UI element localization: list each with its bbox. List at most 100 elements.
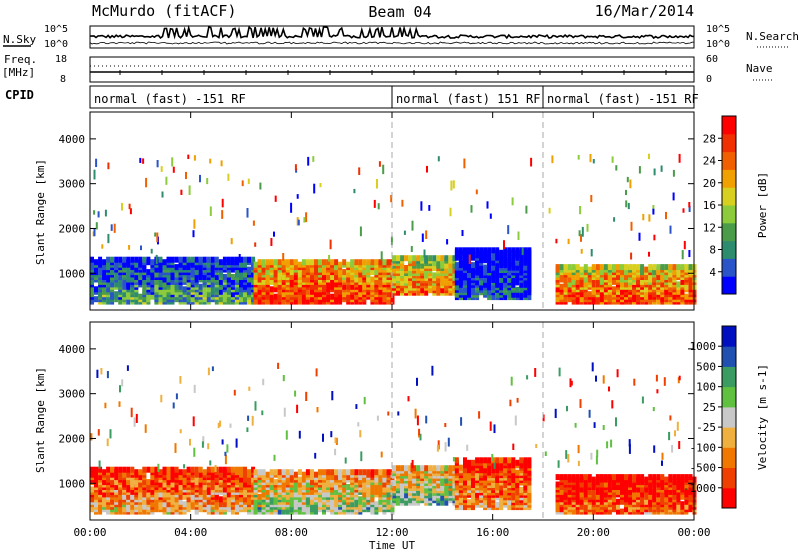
heatmap-cell (118, 466, 123, 473)
heatmap-cell (118, 501, 123, 508)
heatmap-cell (186, 466, 191, 473)
heatmap-cell (246, 427, 249, 433)
heatmap-cell (636, 278, 641, 285)
heatmap-cell (608, 386, 610, 392)
colorbar-tick-label: 1000 (690, 340, 717, 353)
heatmap-cell (366, 469, 371, 476)
heatmap-cell (440, 465, 445, 472)
heatmap-cell (162, 291, 167, 298)
heatmap-cell (122, 278, 127, 285)
heatmap-cell (221, 210, 224, 219)
heatmap-cell (615, 165, 618, 171)
heatmap-cell (126, 256, 131, 263)
heatmap-cell (97, 429, 100, 436)
heatmap-cell (660, 264, 665, 271)
heatmap-cell (640, 474, 645, 481)
heatmap-cell (616, 498, 620, 505)
heatmap-cell (261, 410, 264, 416)
heatmap-cell (362, 469, 367, 476)
heatmap-cell (162, 466, 167, 473)
heatmap-cell (298, 430, 301, 439)
heatmap-cell (688, 474, 693, 481)
heatmap-cell (424, 255, 429, 262)
nave-top-tick: 60 (706, 54, 718, 65)
heatmap-cell (458, 257, 463, 264)
heatmap-cell (444, 499, 449, 506)
heatmap-cell (334, 493, 339, 500)
heatmap-cell (676, 264, 681, 271)
heatmap-cell (603, 481, 608, 488)
heatmap-cell (672, 269, 677, 276)
heatmap-cell (587, 481, 592, 488)
heatmap-cell (495, 501, 500, 508)
heatmap-cell (632, 293, 637, 300)
heatmap-cell (587, 503, 592, 510)
heatmap-cell (653, 168, 656, 176)
heatmap-cell (222, 264, 227, 271)
heatmap-cell (222, 274, 227, 280)
heatmap-cell (495, 457, 500, 464)
heatmap-cell (350, 501, 355, 508)
heatmap-cell (626, 176, 629, 183)
heatmap-cell (586, 223, 589, 232)
heatmap-cell (410, 246, 413, 253)
colorbar-tick-label: 100 (696, 381, 716, 394)
colorbar-tick-label: 4 (709, 266, 716, 279)
heatmap-cell (113, 223, 116, 233)
heatmap-cell (199, 174, 201, 183)
heatmap-cell (436, 260, 441, 267)
heatmap-cell (475, 474, 480, 481)
heatmap-cell (652, 264, 657, 271)
heatmap-cell (401, 199, 404, 207)
heatmap-cell (507, 457, 512, 464)
heatmap-cell (330, 431, 333, 438)
heatmap-cell (567, 264, 572, 271)
heatmap-cell (648, 474, 653, 481)
heatmap-cell (265, 264, 270, 271)
heatmap-cell (414, 408, 417, 419)
heatmap-cell (636, 474, 641, 481)
heatmap-cell (688, 276, 693, 283)
heatmap-cell (418, 433, 421, 438)
heatmap-cell (603, 264, 608, 271)
heatmap-cell (247, 178, 250, 185)
heatmap-cell (211, 366, 214, 372)
heatmap-cell (491, 467, 496, 474)
heatmap-cell (660, 474, 665, 481)
heatmap-cell (648, 283, 653, 290)
heatmap-cell (615, 417, 617, 427)
heatmap-cell (559, 474, 564, 481)
heatmap-cell (209, 460, 212, 466)
colorbar-tick-label: 500 (696, 360, 716, 373)
heatmap-cell (447, 437, 450, 447)
heatmap-cell (382, 476, 387, 483)
heatmap-cell (432, 255, 437, 262)
colorbar-swatch (722, 169, 736, 188)
heatmap-cell (106, 281, 111, 288)
heatmap-cell (170, 476, 175, 483)
heatmap-cell (122, 479, 127, 486)
heatmap-cell (569, 378, 572, 388)
heatmap-cell (342, 503, 347, 510)
heatmap-cell (330, 481, 335, 488)
heatmap-cell (239, 261, 243, 268)
heatmap-cell (166, 474, 171, 481)
heatmap-cell (583, 281, 588, 288)
heatmap-cell (282, 253, 285, 261)
heatmap-cell (523, 457, 528, 464)
colorbar-tick-label: -25 (696, 421, 716, 434)
heatmap-cell (142, 488, 147, 495)
heatmap-cell (641, 396, 644, 404)
heatmap-cell (583, 474, 588, 481)
heatmap-cell (382, 259, 387, 266)
heatmap-cell (285, 476, 290, 483)
nsearch-top-tick: 10^5 (706, 24, 730, 35)
heatmap-cell (660, 296, 665, 303)
heatmap-cell (301, 471, 306, 478)
heatmap-cell (186, 256, 191, 263)
heatmap-cell (590, 249, 593, 257)
heatmap-cell (603, 491, 608, 498)
heatmap-cell (680, 264, 685, 271)
heatmap-cell (251, 256, 256, 263)
heatmap-cell (571, 278, 576, 285)
